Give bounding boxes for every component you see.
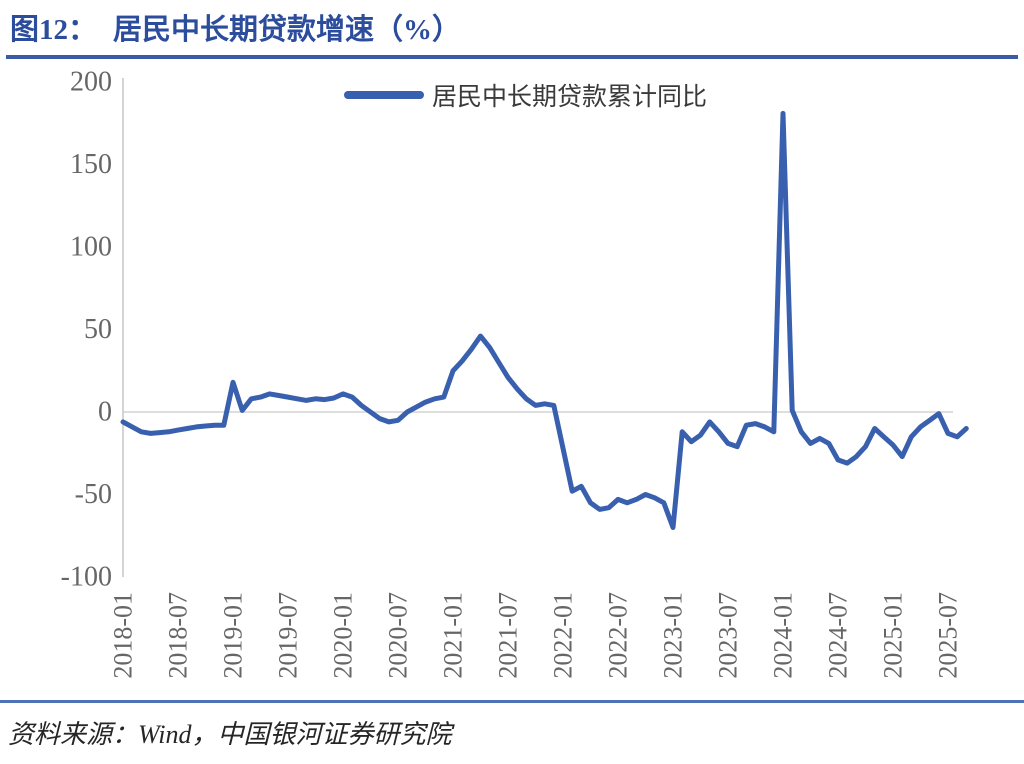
x-tick-label: 2020-01 (329, 592, 358, 679)
x-tick-label: 2025-07 (934, 592, 963, 679)
y-tick-label: -100 (61, 562, 112, 593)
x-tick-label: 2024-01 (769, 592, 798, 679)
y-tick-label: 50 (84, 314, 112, 345)
y-tick-label: -50 (75, 479, 112, 510)
y-tick-label: 150 (70, 149, 112, 180)
chart-legend: 居民中长期贷款累计同比 (344, 81, 707, 111)
x-tick-label: 2019-07 (274, 592, 303, 679)
legend-label: 居民中长期贷款累计同比 (432, 84, 708, 111)
y-tick-label: 200 (70, 67, 112, 98)
x-tick-label: 2023-01 (659, 592, 688, 679)
figure-number: 图12： (10, 14, 98, 46)
x-tick-label: 2018-01 (109, 592, 138, 679)
figure-title-row: 图12： 居民中长期贷款增速（%） (10, 10, 461, 50)
top-divider-rule (6, 55, 1018, 59)
x-tick-label: 2019-01 (219, 592, 248, 679)
x-tick-label: 2020-07 (384, 592, 413, 679)
x-tick-label: 2022-01 (549, 592, 578, 679)
x-tick-label: 2022-07 (604, 592, 633, 679)
x-tick-label: 2021-07 (494, 592, 523, 679)
bottom-divider-rule (0, 700, 1024, 703)
figure-title: 居民中长期贷款增速（%） (113, 14, 462, 46)
x-tick-label: 2023-07 (714, 592, 743, 679)
x-tick-label: 2024-07 (824, 592, 853, 679)
source-note: 资料来源：Wind，中国银河证券研究院 (8, 720, 452, 749)
legend-line-swatch (344, 91, 424, 99)
x-tick-label: 2021-01 (439, 592, 468, 679)
loan-growth-line (120, 110, 969, 530)
x-tick-label: 2025-01 (879, 592, 908, 679)
y-tick-label: 0 (98, 397, 112, 428)
x-tick-label: 2018-07 (164, 592, 193, 679)
y-tick-label: 100 (70, 232, 112, 263)
